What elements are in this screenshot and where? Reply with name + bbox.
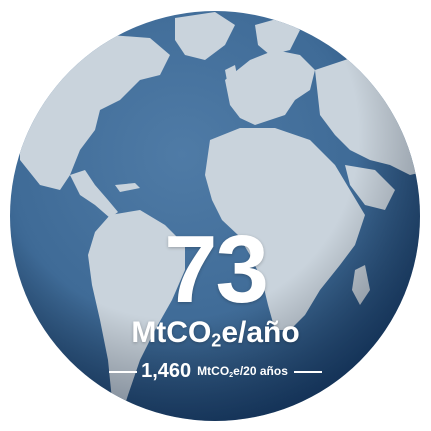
right-divider-line xyxy=(293,370,322,373)
annual-emissions-value: 73 xyxy=(164,216,269,323)
globe-shading xyxy=(10,11,420,421)
twenty-year-value: 1,460 xyxy=(141,360,192,382)
annual-emissions-unit: MtCO2e/año xyxy=(131,316,300,351)
twenty-year-emissions: 1,460 MtCO2e/20 años xyxy=(0,360,431,383)
twenty-year-unit: MtCO2e/20 años xyxy=(197,364,288,379)
left-divider-line xyxy=(109,370,138,373)
